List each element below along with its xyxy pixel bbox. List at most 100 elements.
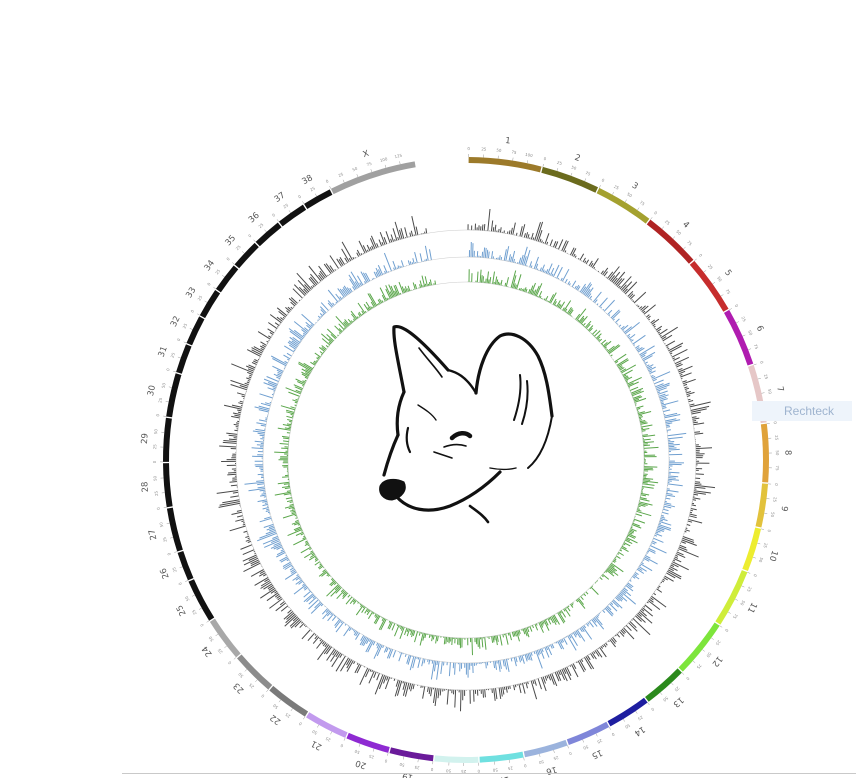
chromosome-arc [596,187,650,224]
tick-label: 50 [496,147,502,153]
chromosome-label: 27 [147,528,159,541]
tick-label: 125 [394,153,403,160]
chromosome-arc [234,242,259,269]
tick-label: 0 [166,552,172,556]
chromosome-label: 38 [300,173,314,187]
tick-mark [215,633,219,637]
chromosome-14: 0 25 50 14 [607,697,655,738]
tick-label: 50 [152,475,157,481]
tick-mark [761,528,765,530]
tick-label: 50 [775,450,780,456]
tick-mark [742,334,746,337]
tick-mark [584,178,587,182]
tick-mark [672,236,676,239]
chromosome-arc [760,423,769,483]
tick-mark [736,321,739,324]
tick-mark [622,718,625,722]
chromosome-label: 22 [268,712,283,726]
tick-mark [608,726,611,730]
tick-label: 100 [525,152,534,159]
tick-label: 25 [154,490,160,496]
data-tracks [216,208,716,712]
tick-label: 50 [184,595,191,602]
tick-mark [198,607,202,610]
tick-label: 25 [181,322,188,329]
tick-label: 25 [774,435,779,441]
chromosome-arc [199,290,221,319]
chromosome-label: 21 [310,738,324,752]
track-baseline [262,256,670,664]
tick-label: 25 [309,185,316,192]
tick-label: 50 [626,191,633,198]
tick-label: 0 [611,732,616,738]
chromosome-arc [330,161,416,195]
tick-label: 0 [384,758,388,764]
tick-mark [197,313,200,316]
tick-label: 50 [158,521,164,527]
tick-label: 25 [235,244,242,251]
tick-label: 0 [467,146,470,151]
tick-label: 0 [176,337,182,342]
tick-mark [526,160,529,164]
chromosome-label: 7 [774,385,785,392]
tick-label: 0 [225,256,231,262]
tick-label: 0 [430,767,434,772]
tick-mark [671,682,674,686]
chromosome-arc [166,373,182,418]
tick-label: 0 [325,178,330,184]
tick-label: 50 [445,768,451,773]
chromosome-arc [607,697,648,727]
tick-label: 0 [724,628,730,633]
tick-label: 0 [199,622,205,627]
tick-mark [168,386,172,388]
tick-mark [179,566,183,569]
chromosome-arc [689,260,729,312]
tick-label: 0 [298,721,303,727]
tick-mark [387,752,389,756]
tick-mark [177,356,181,359]
tick-label: 25 [556,160,563,166]
chromosome-9: 0 25 509 [755,483,789,528]
track-ring-1 [216,208,716,712]
chromosome-label: 15 [590,747,604,761]
tick-label: 50 [770,512,776,518]
tick-mark [764,512,768,514]
chromosome-10: 0 25 50 10 [742,527,779,572]
tick-mark [266,689,269,693]
tick-label: 75 [753,343,760,350]
tick-mark [595,733,598,737]
tick-label: 25 [324,736,331,743]
chromosome-label: 2 [573,153,582,164]
chromosome-arc [479,751,524,763]
tick-label: 0 [543,156,547,162]
tick-mark [241,251,245,254]
tick-label: 25 [746,586,753,593]
tick-mark [752,556,756,559]
chromosome-label: 29 [140,433,151,444]
chromosome-arc [255,222,282,247]
chromosome-arc [177,551,194,581]
tick-label: 50 [311,729,318,736]
chromosome-3: 0 25 50 75 3 [596,177,650,224]
tick-label: 75 [775,465,780,471]
tick-label: 25 [414,765,420,771]
chromosome-arc [209,618,241,658]
chromosome-ring: 0 25 50 75 100102550752025507530255075402550… [140,136,793,778]
tick-mark [303,716,306,720]
tick-label: 25 [552,755,559,761]
tick-label: 25 [763,374,769,381]
tick-mark [204,300,208,303]
tick-label: 25 [461,769,467,774]
tick-label: 50 [675,229,682,236]
tick-mark [189,328,193,330]
chromosome-arc [163,463,173,508]
tick-mark [624,199,627,203]
tick-label: 75 [366,161,373,167]
tick-label: 25 [171,566,178,573]
chromosome-arc [468,157,542,173]
tick-label: 50 [207,635,214,642]
tick-mark [719,625,723,628]
